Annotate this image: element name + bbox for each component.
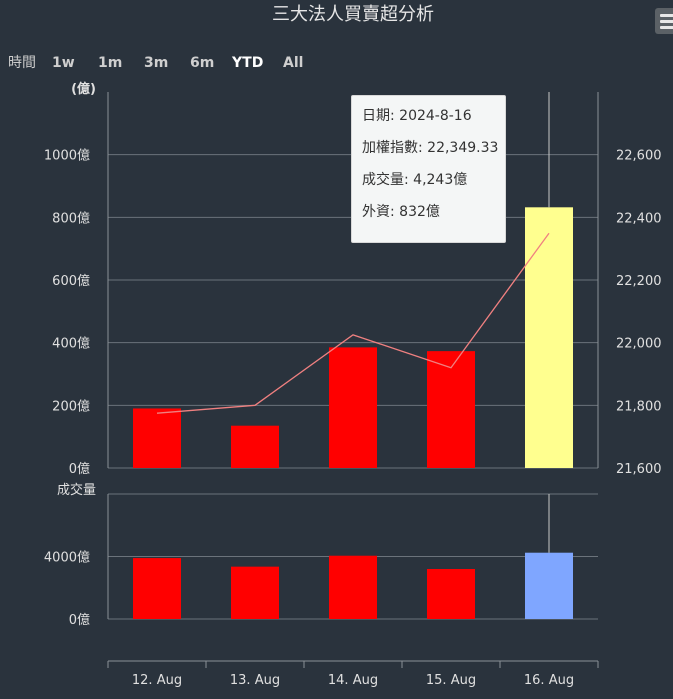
- lower-axis-title: 成交量: [57, 482, 96, 498]
- upper-right-tick-label: 22,600: [616, 149, 662, 164]
- range-button-3m[interactable]: 3m: [144, 55, 168, 71]
- foreign-net-bar: [427, 351, 475, 468]
- volume-bar: [329, 555, 377, 619]
- lower-tick-label: 4000億: [44, 550, 90, 566]
- range-button-all[interactable]: All: [283, 55, 303, 71]
- tooltip-volume-row: 成交量: 4,243億: [362, 172, 468, 188]
- lower-tick-label: 0億: [69, 612, 90, 628]
- x-axis-labels: 12. Aug 13. Aug 14. Aug 15. Aug 16. Aug: [107, 661, 599, 688]
- lower-bar-series: [133, 552, 573, 619]
- upper-left-axis-labels: 0億 200億 400億 600億 800億 1000億: [44, 148, 90, 477]
- x-tick-label: 12. Aug: [132, 673, 182, 688]
- upper-left-tick-label: 200億: [52, 398, 90, 414]
- x-tick-label: 13. Aug: [230, 673, 280, 688]
- upper-right-tick-label: 21,600: [616, 462, 662, 477]
- upper-right-axis-labels: 21,600 21,800 22,000 22,200 22,400 22,600: [616, 149, 662, 477]
- tooltip-index: 22,349.33: [427, 140, 499, 156]
- volume-bar: [427, 569, 475, 619]
- foreign-net-bar: [525, 207, 573, 468]
- x-tick-label: 16. Aug: [524, 673, 574, 688]
- upper-left-tick-label: 400億: [52, 336, 90, 352]
- upper-left-tick-label: 0億: [69, 461, 90, 477]
- volume-bar: [133, 558, 181, 619]
- foreign-net-bar: [231, 425, 279, 468]
- index-line: [156, 232, 550, 414]
- volume-bar: [525, 552, 573, 619]
- upper-left-tick-label: 800億: [52, 210, 90, 226]
- x-tick-label: 15. Aug: [426, 673, 476, 688]
- lower-axis-labels: 0億 4000億: [44, 550, 90, 629]
- foreign-net-bar: [133, 408, 181, 468]
- upper-right-tick-label: 22,400: [616, 211, 662, 226]
- tooltip-index-row: 加權指數: 22,349.33: [362, 140, 499, 156]
- tooltip-date: 2024-8-16: [399, 108, 472, 124]
- tooltip: 日期: 2024-8-16 加權指數: 22,349.33 成交量: 4,243…: [351, 95, 506, 243]
- foreign-net-bar: [329, 347, 377, 468]
- chart-title: 三大法人買賣超分析: [272, 4, 434, 25]
- upper-left-axis-title: (億): [71, 81, 96, 97]
- range-selector: 時間 1w 1m 3m 6m YTD All: [8, 55, 303, 71]
- tooltip-volume: 4,243億: [413, 172, 468, 188]
- range-button-6m[interactable]: 6m: [190, 55, 214, 71]
- x-tick-label: 14. Aug: [328, 673, 378, 688]
- upper-left-tick-label: 600億: [52, 273, 90, 289]
- range-selector-label: 時間: [8, 55, 36, 71]
- upper-bar-series: [133, 207, 573, 468]
- tooltip-foreign: 832億: [399, 204, 440, 220]
- tooltip-date-row: 日期: 2024-8-16: [362, 108, 472, 124]
- upper-right-tick-label: 22,200: [616, 274, 662, 289]
- upper-left-tick-label: 1000億: [44, 148, 90, 164]
- range-button-1w[interactable]: 1w: [52, 55, 75, 71]
- volume-bar: [231, 566, 279, 619]
- range-button-ytd[interactable]: YTD: [231, 55, 263, 71]
- range-button-1m[interactable]: 1m: [98, 55, 122, 71]
- hamburger-menu-icon[interactable]: [655, 8, 673, 34]
- upper-right-tick-label: 21,800: [616, 399, 662, 414]
- tooltip-foreign-row: 外資: 832億: [362, 204, 440, 220]
- upper-right-tick-label: 22,000: [616, 337, 662, 352]
